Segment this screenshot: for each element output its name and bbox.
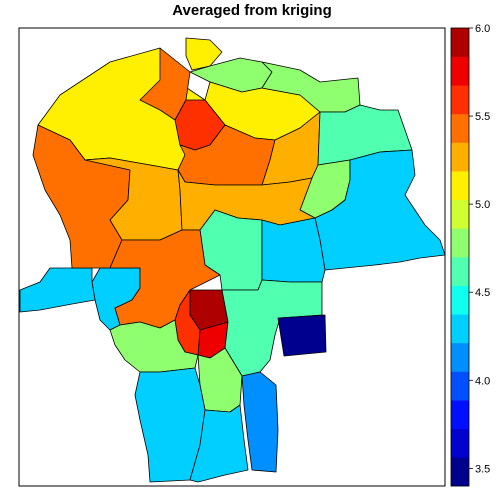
color-key-tick-label: 5.5 (475, 111, 490, 123)
map-panel-frame (18, 27, 446, 487)
region-navy[interactable] (277, 314, 327, 357)
color-key: 3.5 4.0 4.5 5.0 5.5 6.0 (450, 23, 490, 487)
color-key-cell (451, 142, 469, 172)
color-key-cell (451, 28, 469, 57)
color-key-cell (451, 56, 469, 86)
color-key-cell (451, 85, 469, 115)
region-east-blue[interactable] (314, 149, 446, 271)
map-regions (19, 37, 446, 483)
color-key-tick-label: 4.0 (475, 375, 490, 387)
region-west-tail[interactable] (19, 267, 96, 313)
color-key-cells (451, 28, 469, 487)
color-key-tick-label: 4.5 (475, 287, 490, 299)
color-key-cell (451, 228, 469, 258)
color-key-ticks: 3.5 4.0 4.5 5.0 5.5 6.0 (469, 23, 490, 475)
color-key-cell (451, 113, 469, 143)
color-key-cell (451, 285, 469, 315)
color-key-tick-label: 6.0 (475, 23, 490, 35)
region-south-blue-c[interactable] (189, 404, 249, 483)
color-key-cell (451, 428, 469, 458)
color-key-cell (451, 257, 469, 286)
color-key-cell (451, 314, 469, 344)
region-sw-green[interactable] (109, 319, 199, 373)
map-title: Averaged from kriging (172, 2, 332, 19)
region-south-blue-e[interactable] (241, 371, 279, 473)
color-key-cell (451, 457, 469, 487)
region-north-strip[interactable] (139, 47, 191, 121)
color-key-cell (451, 342, 469, 372)
region-mid-blue[interactable] (261, 217, 326, 283)
color-key-cell (451, 171, 469, 201)
color-key-tick-label: 5.0 (475, 199, 490, 211)
color-key-frame (450, 27, 470, 487)
color-key-cell (451, 199, 469, 229)
color-key-cell (451, 371, 469, 401)
color-key-cell (451, 400, 469, 430)
color-key-tick-label: 3.5 (475, 463, 490, 475)
